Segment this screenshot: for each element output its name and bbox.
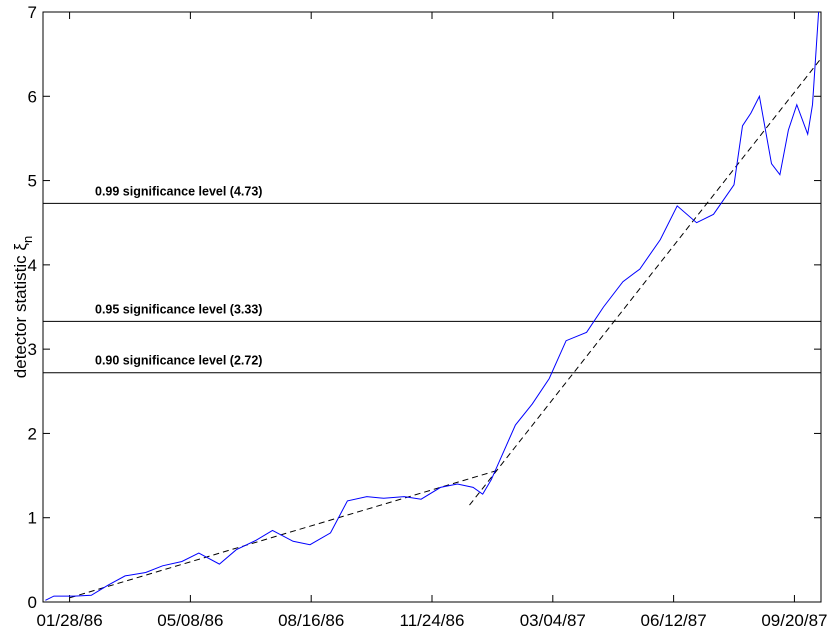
x-tick-label: 08/16/86 xyxy=(278,611,344,630)
fit-line xyxy=(469,59,821,506)
y-tick-label: 2 xyxy=(28,424,37,443)
y-tick-label: 5 xyxy=(28,172,37,191)
x-tick-label: 09/20/87 xyxy=(761,611,827,630)
y-tick-label: 7 xyxy=(28,3,37,22)
y-tick-label: 4 xyxy=(28,256,37,275)
x-tick-label: 11/24/86 xyxy=(400,611,465,630)
y-tick-label: 6 xyxy=(28,87,37,106)
y-tick-label: 1 xyxy=(28,509,37,528)
fit-line xyxy=(69,469,500,599)
x-tick-label: 06/12/87 xyxy=(641,611,707,630)
y-tick-label: 3 xyxy=(28,340,37,359)
plot-frame xyxy=(42,11,822,603)
x-tick-label: 05/08/86 xyxy=(157,611,223,630)
y-tick-label: 0 xyxy=(28,593,37,612)
data-line xyxy=(45,11,820,601)
significance-label: 0.90 significance level (2.72) xyxy=(95,354,262,368)
x-tick-label: 03/04/87 xyxy=(520,611,586,630)
y-axis-label: detector statistic ξn xyxy=(11,236,35,378)
significance-label: 0.95 significance level (3.33) xyxy=(95,302,262,316)
significance-label: 0.99 significance level (4.73) xyxy=(95,184,262,198)
y-axis-label-text: detector statistic ξ xyxy=(11,243,30,379)
x-tick-label: 01/28/86 xyxy=(36,611,102,630)
y-axis-label-subscript: n xyxy=(20,236,35,243)
